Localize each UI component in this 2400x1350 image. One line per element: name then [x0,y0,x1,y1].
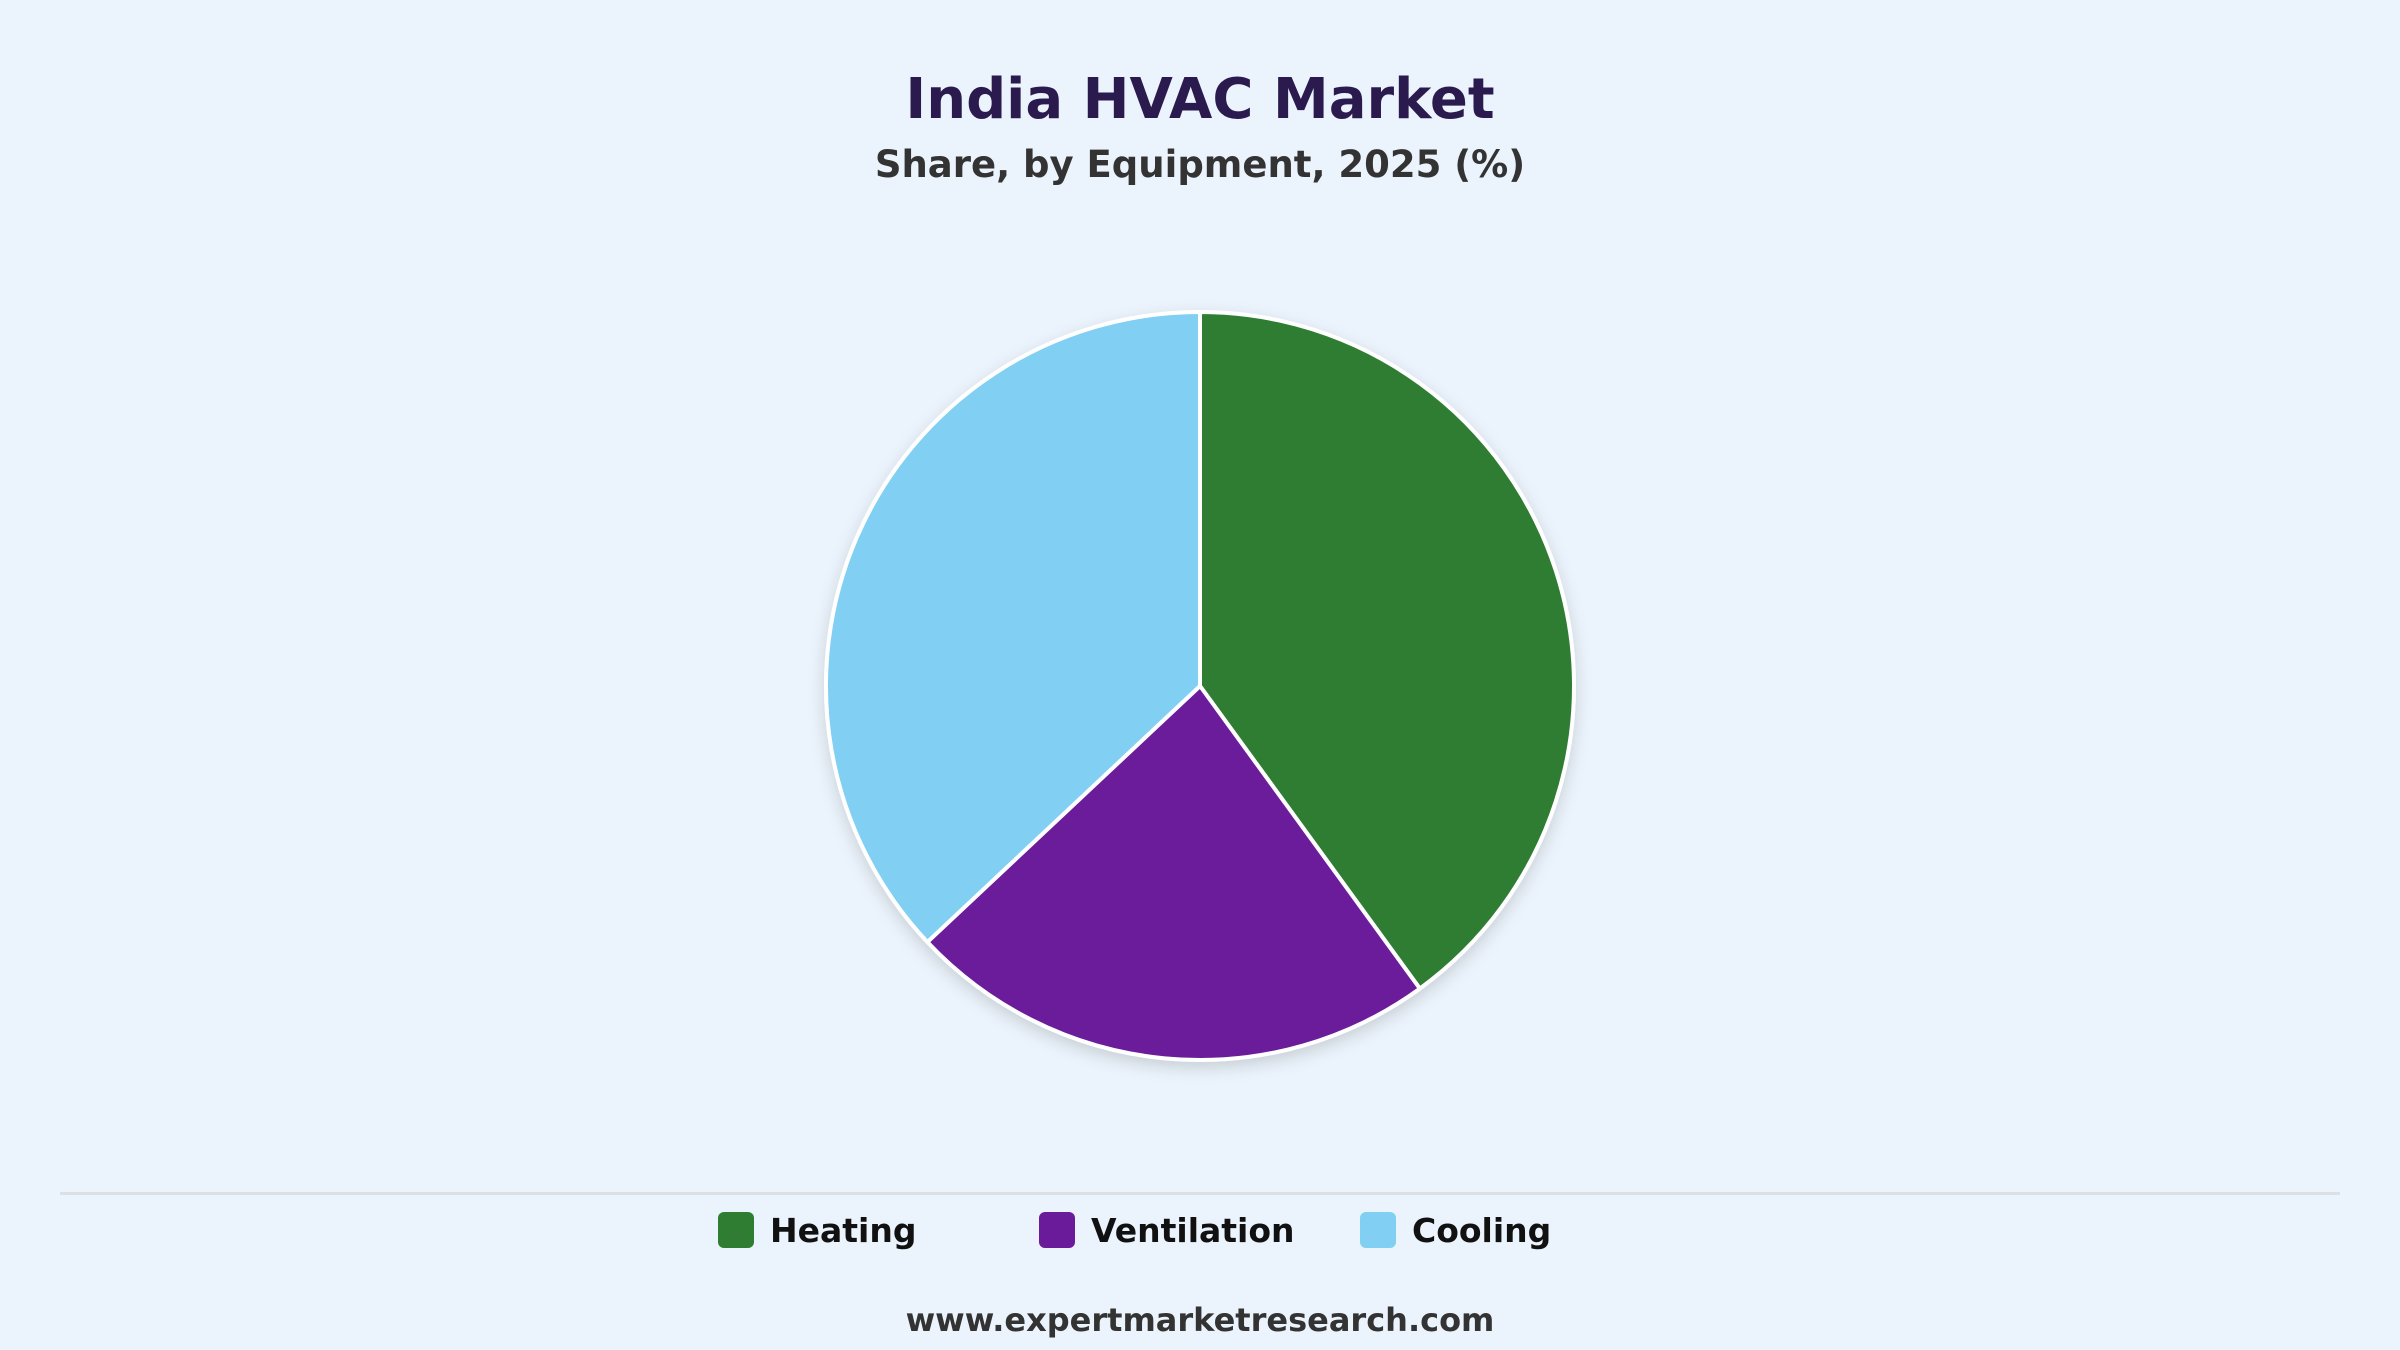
chart-title: India HVAC Market [905,67,1495,132]
source-url: www.expertmarketresearch.com [905,1301,1495,1339]
pie-slices [824,310,1576,1062]
legend: Heating Ventilation Cooling [0,1205,2400,1255]
legend-swatch-heating [718,1212,754,1248]
legend-divider [60,1192,2340,1195]
legend-item-ventilation[interactable]: Ventilation [1039,1205,1295,1255]
legend-label-heating: Heating [770,1210,917,1250]
pie-slice-heating[interactable] [1198,310,1576,991]
legend-item-cooling[interactable]: Cooling [1360,1205,1551,1255]
legend-swatch-cooling [1360,1212,1396,1248]
pie-slice-cooling[interactable] [824,310,1202,945]
legend-label-ventilation: Ventilation [1091,1210,1295,1250]
chart-subtitle: Share, by Equipment, 2025 (%) [874,143,1526,186]
legend-item-heating[interactable]: Heating [718,1205,916,1255]
legend-label-cooling: Cooling [1412,1210,1552,1250]
legend-swatch-ventilation [1039,1212,1075,1248]
pie-slice-ventilation[interactable] [925,684,1422,1062]
